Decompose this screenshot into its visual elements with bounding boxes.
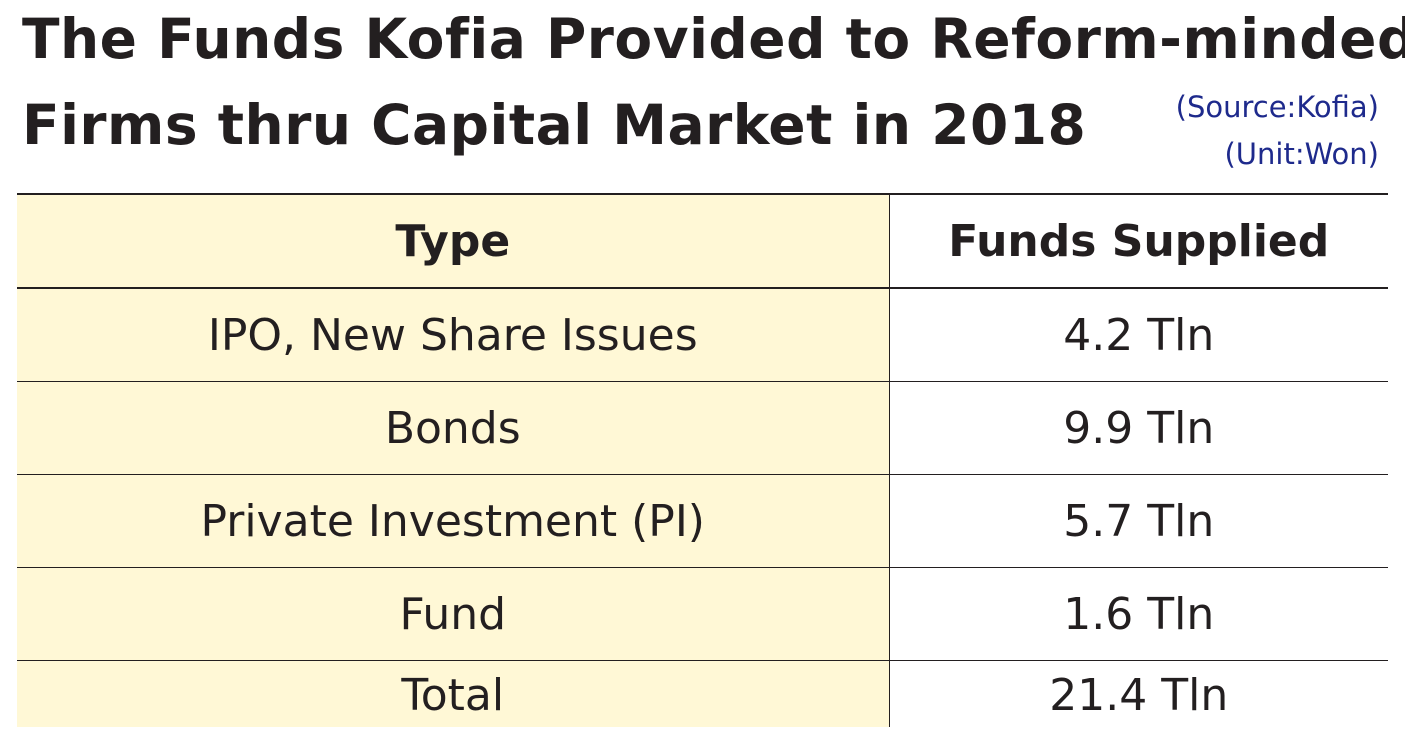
funds-cell: 5.7 Tln <box>889 474 1388 568</box>
header-funds-supplied: Funds Supplied <box>889 193 1388 289</box>
type-cell: Fund <box>17 567 890 661</box>
type-cell: Private Investment (PI) <box>17 474 890 568</box>
total-label-cell: Total <box>17 660 890 727</box>
funds-table: Type Funds Supplied IPO, New Share Issue… <box>17 193 1388 727</box>
type-cell: IPO, New Share Issues <box>17 288 890 382</box>
table-header-row: Type Funds Supplied <box>17 193 1388 289</box>
total-value-cell: 21.4 Tln <box>889 660 1388 727</box>
table-row: Fund 1.6 Tln <box>17 567 1388 661</box>
funds-cell: 1.6 Tln <box>889 567 1388 661</box>
table-row: Private Investment (PI) 5.7 Tln <box>17 474 1388 568</box>
header-type: Type <box>17 193 890 289</box>
type-cell: Bonds <box>17 381 890 475</box>
source-note: (Source:Kofia) <box>1175 90 1379 124</box>
unit-note: (Unit:Won) <box>1224 137 1379 171</box>
chart-title-line-2: Firms thru Capital Market in 2018 <box>22 93 1087 157</box>
chart-title-line-1: The Funds Kofia Provided to Reform-minde… <box>22 7 1405 71</box>
table-row: IPO, New Share Issues 4.2 Tln <box>17 288 1388 382</box>
funds-cell: 4.2 Tln <box>889 288 1388 382</box>
total-row: Total 21.4 Tln <box>17 660 1388 727</box>
funds-cell: 9.9 Tln <box>889 381 1388 475</box>
table-row: Bonds 9.9 Tln <box>17 381 1388 475</box>
